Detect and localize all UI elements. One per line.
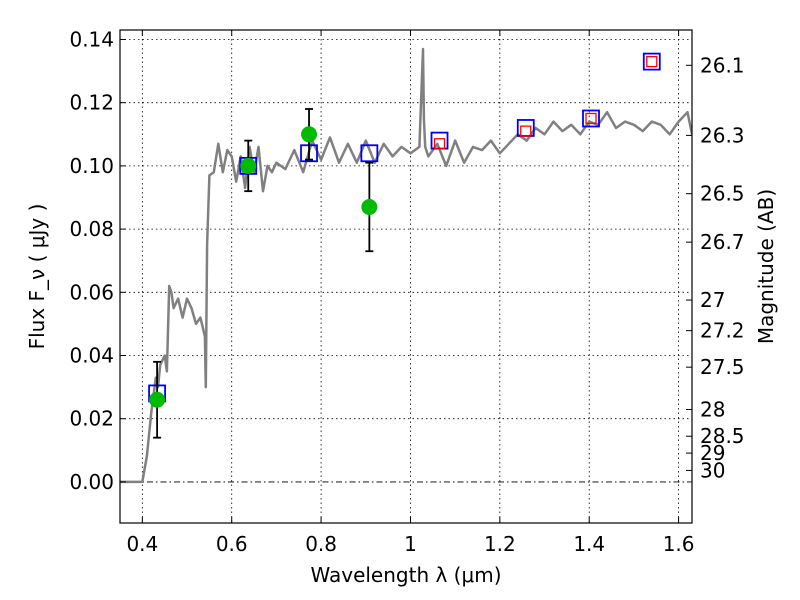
sed-model-line — [120, 47, 692, 484]
model-photometry-square — [582, 109, 600, 128]
plot-area — [120, 47, 692, 484]
magnitude-tick-label: 28.5 — [700, 424, 745, 448]
y-tick-label: 0.06 — [69, 280, 114, 304]
y-tick-label: 0.02 — [69, 407, 114, 431]
magnitude-tick-label: 26.3 — [700, 123, 745, 147]
y-tick-label: 0.04 — [69, 344, 114, 368]
tick-marks — [120, 30, 692, 523]
model-photometry-square — [642, 52, 661, 71]
x-tick-label: 0.8 — [305, 532, 337, 556]
y-tick-label: 0.12 — [69, 91, 114, 115]
x-tick-label: 0.6 — [216, 532, 248, 556]
y-axis-title: Flux F_ν ( μJy ) — [25, 204, 49, 350]
synthetic-open-square — [520, 125, 532, 137]
magnitude-tick-label: 26.5 — [700, 182, 745, 206]
magnitude-tick-label: 26.7 — [700, 230, 745, 254]
magnitude-tick-label: 26.1 — [700, 53, 745, 77]
y-tick-label: 0.00 — [69, 470, 114, 494]
y-axis-title-right: Magnitude (AB) — [754, 189, 778, 344]
synthetic-open-square — [585, 112, 597, 125]
x-tick-label: 1.2 — [484, 532, 516, 556]
observed-data-point — [361, 198, 378, 215]
y-tick-label: 0.08 — [69, 217, 114, 241]
magnitude-tick-label: 27 — [700, 288, 725, 312]
x-tick-label: 1.4 — [573, 532, 605, 556]
x-tick-label: 1 — [404, 532, 417, 556]
magnitude-tick-label: 30 — [700, 458, 725, 482]
y-tick-label: 0.14 — [69, 27, 114, 51]
y-tick-label: 0.10 — [69, 154, 114, 178]
x-tick-label: 0.4 — [126, 532, 158, 556]
model-photometry-square — [360, 144, 379, 163]
synthetic-open-square — [646, 55, 658, 68]
magnitude-tick-label: 28 — [700, 398, 725, 422]
synthetic-open-square — [433, 138, 446, 150]
plot-frame — [119, 29, 693, 524]
observed-data-point — [301, 126, 318, 143]
magnitude-tick-label: 27.2 — [700, 319, 745, 343]
x-axis-title: Wavelength λ (μm) — [310, 563, 501, 587]
magnitude-tick-label: 27.5 — [700, 355, 745, 379]
magnitude-tick-label: 29 — [700, 441, 725, 465]
x-tick-label: 1.6 — [663, 532, 695, 556]
observed-data-point — [240, 157, 257, 174]
observed-data-point — [149, 391, 166, 408]
